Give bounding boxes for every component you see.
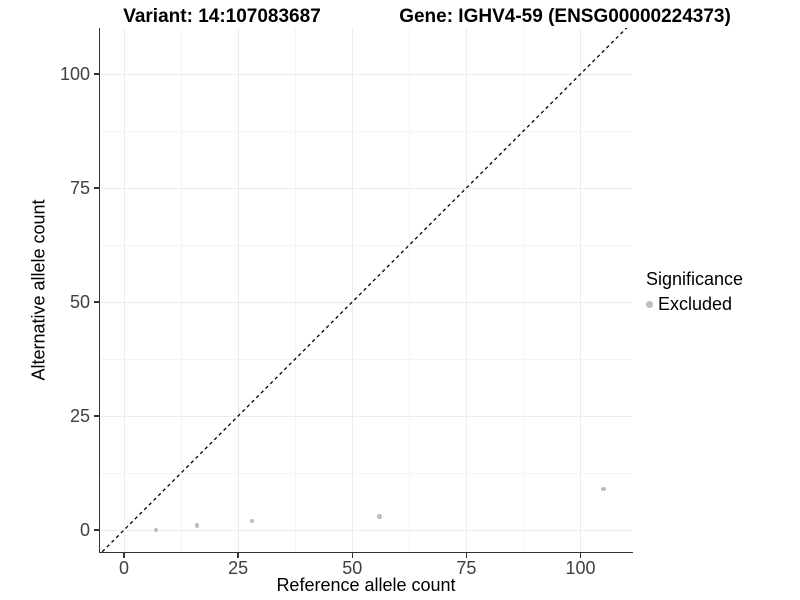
y-minor-gridline xyxy=(100,358,632,360)
plot-title-gene: Gene: IGHV4-59 (ENSG00000224373) xyxy=(399,6,731,27)
data-point xyxy=(153,527,159,533)
x-tick-mark xyxy=(465,553,468,558)
plot-title-variant: Variant: 14:107083687 xyxy=(123,6,321,27)
x-minor-gridline xyxy=(294,28,296,552)
y-major-gridline xyxy=(100,73,632,75)
x-tick-mark xyxy=(237,553,239,558)
x-minor-gridline xyxy=(522,28,524,552)
legend-item-label: Excluded xyxy=(658,294,733,314)
y-axis-line xyxy=(98,27,100,553)
x-tick-label: 75 xyxy=(456,558,477,578)
legend-item: Excluded xyxy=(646,293,743,315)
data-point xyxy=(249,518,255,524)
y-tick-label: 0 xyxy=(79,520,90,540)
x-axis-title: Reference allele count xyxy=(276,575,456,595)
data-point xyxy=(194,523,200,528)
y-major-gridline xyxy=(100,529,632,531)
x-major-gridline xyxy=(580,28,581,552)
x-major-gridline xyxy=(351,28,353,552)
x-minor-gridline xyxy=(180,28,182,552)
y-tick-label: 75 xyxy=(69,178,90,198)
x-minor-gridline xyxy=(408,28,410,552)
y-tick-mark xyxy=(94,529,99,531)
y-tick-mark xyxy=(94,73,99,75)
y-minor-gridline xyxy=(100,472,632,474)
x-major-gridline xyxy=(123,28,125,552)
identity-dashed-line xyxy=(101,28,628,552)
data-point xyxy=(377,514,382,519)
x-tick-mark xyxy=(579,553,582,558)
x-tick-label: 25 xyxy=(228,558,249,578)
x-tick-mark xyxy=(351,553,353,558)
plot-panel xyxy=(100,28,632,552)
x-tick-label: 100 xyxy=(565,558,596,578)
y-axis-title: Alternative allele count xyxy=(28,199,49,381)
y-major-gridline xyxy=(100,415,632,417)
legend: Significance Excluded xyxy=(646,268,743,315)
y-tick-label: 25 xyxy=(69,406,90,426)
y-tick-mark xyxy=(94,415,99,417)
x-major-gridline xyxy=(237,28,239,552)
y-major-gridline xyxy=(100,187,632,189)
y-tick-label: 50 xyxy=(69,292,90,312)
y-minor-gridline xyxy=(100,130,632,132)
y-major-gridline xyxy=(100,301,632,303)
x-major-gridline xyxy=(465,28,467,552)
y-minor-gridline xyxy=(100,244,632,246)
legend-key-dot xyxy=(646,300,653,308)
x-axis-line xyxy=(98,551,633,553)
legend-title: Significance xyxy=(646,269,744,289)
x-tick-label: 0 xyxy=(118,558,130,578)
x-tick-mark xyxy=(123,553,125,558)
x-tick-label: 50 xyxy=(342,558,363,578)
y-tick-mark xyxy=(94,301,99,303)
y-tick-mark xyxy=(94,187,99,189)
y-tick-label: 100 xyxy=(59,64,90,84)
legend-items: Excluded xyxy=(646,293,743,315)
data-point xyxy=(601,486,606,492)
